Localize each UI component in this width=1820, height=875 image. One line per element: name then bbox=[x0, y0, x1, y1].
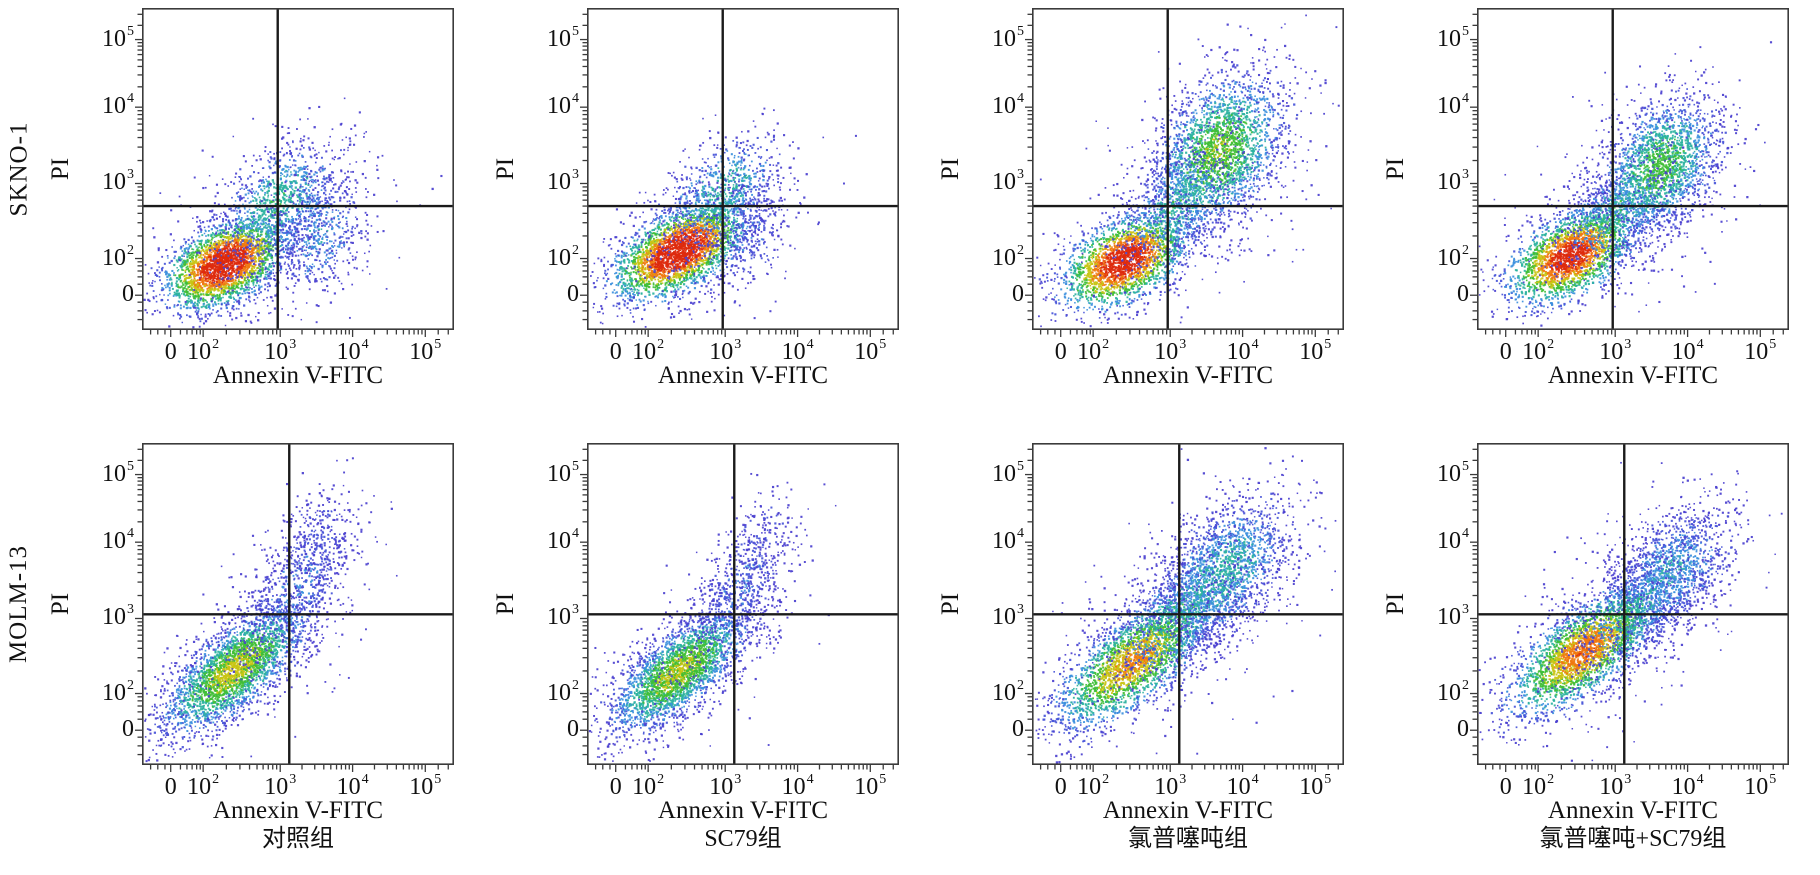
scatter-plot-canvas bbox=[1463, 443, 1789, 779]
axis-tick-label: 102 bbox=[1522, 772, 1555, 800]
axis-tick-label: 0 bbox=[164, 774, 177, 800]
x-tick-labels: 0 102 103 104 105 bbox=[1032, 766, 1344, 800]
axis-tick-label: 105 bbox=[1299, 337, 1332, 365]
panel-captions: Annexin V-FITC bbox=[1437, 362, 1820, 390]
axis-tick-label: 0 bbox=[1054, 774, 1067, 800]
axis-tick-label: 103 bbox=[1154, 337, 1187, 365]
axis-tick-label: 103 bbox=[1599, 772, 1632, 800]
axis-tick-label: 0 bbox=[164, 339, 177, 365]
axis-tick-label: 104 bbox=[1226, 772, 1259, 800]
axis-tick-label: 0 bbox=[1499, 339, 1512, 365]
panel-captions: Annexin V-FITC bbox=[992, 362, 1384, 390]
x-tick-labels: 0 102 103 104 105 bbox=[142, 331, 454, 365]
axis-tick-label: 104 bbox=[1226, 337, 1259, 365]
cell-line-label: MOLM-13 bbox=[0, 443, 38, 765]
cell-line-label: SKNO-1 bbox=[0, 8, 38, 330]
axis-tick-label: 102 bbox=[1522, 337, 1555, 365]
x-axis-label: Annexin V-FITC bbox=[1547, 797, 1719, 824]
axis-tick-label: 102 bbox=[187, 337, 220, 365]
cell-line-text: SKNO-1 bbox=[5, 121, 32, 217]
x-axis-label: Annexin V-FITC bbox=[657, 362, 829, 389]
scatter-plot-canvas bbox=[1018, 443, 1344, 779]
axis-tick-label: 104 bbox=[336, 772, 369, 800]
axis-tick-label: 104 bbox=[336, 337, 369, 365]
x-axis-label: Annexin V-FITC bbox=[212, 362, 384, 389]
scatter-plot-canvas bbox=[1463, 8, 1789, 344]
axis-tick-label: 102 bbox=[632, 337, 665, 365]
scatter-plot-canvas bbox=[573, 443, 899, 779]
axis-tick-label: 103 bbox=[1154, 772, 1187, 800]
axis-tick-label: 103 bbox=[709, 772, 742, 800]
scatter-plot-canvas bbox=[128, 8, 454, 344]
axis-tick-label: 105 bbox=[1744, 772, 1777, 800]
axis-tick-label: 0 bbox=[1054, 339, 1067, 365]
panel-captions: Annexin V-FITC SC79组 bbox=[547, 797, 939, 853]
group-label: 对照组 bbox=[262, 826, 334, 852]
group-label: SC79组 bbox=[704, 826, 782, 852]
axis-tick-label: 103 bbox=[264, 337, 297, 365]
axis-tick-label: 105 bbox=[409, 772, 442, 800]
axis-tick-label: 102 bbox=[1077, 337, 1110, 365]
axis-tick-label: 103 bbox=[1599, 337, 1632, 365]
x-axis-label: Annexin V-FITC bbox=[1102, 362, 1274, 389]
panel-captions: Annexin V-FITC 对照组 bbox=[102, 797, 494, 853]
axis-tick-label: 104 bbox=[1671, 337, 1704, 365]
panel-captions: Annexin V-FITC bbox=[547, 362, 939, 390]
axis-tick-label: 0 bbox=[609, 339, 622, 365]
axis-tick-label: 105 bbox=[854, 772, 887, 800]
panel-captions: Annexin V-FITC 氯普噻吨组 bbox=[992, 797, 1384, 853]
x-tick-labels: 0 102 103 104 105 bbox=[1032, 331, 1344, 365]
scatter-plot-canvas bbox=[1018, 8, 1344, 344]
axis-tick-label: 105 bbox=[547, 459, 579, 487]
x-tick-labels: 0 102 103 104 105 bbox=[1477, 331, 1789, 365]
axis-tick-label: 0 bbox=[1499, 774, 1512, 800]
axis-tick-label: 102 bbox=[632, 772, 665, 800]
x-tick-labels: 0 102 103 104 105 bbox=[587, 331, 899, 365]
axis-tick-label: 0 bbox=[609, 774, 622, 800]
scatter-plot-canvas bbox=[573, 8, 899, 344]
axis-tick-label: 104 bbox=[781, 772, 814, 800]
x-axis-label: Annexin V-FITC bbox=[1102, 797, 1274, 824]
x-tick-labels: 0 102 103 104 105 bbox=[587, 766, 899, 800]
axis-tick-label: 102 bbox=[1077, 772, 1110, 800]
axis-tick-label: 102 bbox=[187, 772, 220, 800]
axis-tick-label: 105 bbox=[1299, 772, 1332, 800]
x-axis-label: Annexin V-FITC bbox=[1547, 362, 1719, 389]
axis-tick-label: 103 bbox=[264, 772, 297, 800]
axis-tick-label: 103 bbox=[709, 337, 742, 365]
panel-captions: Annexin V-FITC 氯普噻吨+SC79组 bbox=[1437, 797, 1820, 853]
x-tick-labels: 0 102 103 104 105 bbox=[142, 766, 454, 800]
axis-tick-label: 105 bbox=[1744, 337, 1777, 365]
axis-tick-label: 104 bbox=[1671, 772, 1704, 800]
axis-tick-label: 105 bbox=[409, 337, 442, 365]
axis-tick-label: 104 bbox=[781, 337, 814, 365]
x-tick-labels: 0 102 103 104 105 bbox=[1477, 766, 1789, 800]
group-label: 氯普噻吨组 bbox=[1128, 826, 1248, 852]
scatter-plot-canvas bbox=[128, 443, 454, 779]
axis-tick-label: 104 bbox=[102, 526, 134, 555]
group-label: 氯普噻吨+SC79组 bbox=[1539, 826, 1727, 852]
panel-captions: Annexin V-FITC bbox=[102, 362, 494, 390]
cell-line-text: MOLM-13 bbox=[5, 544, 33, 664]
x-axis-label: Annexin V-FITC bbox=[657, 797, 829, 824]
x-axis-label: Annexin V-FITC bbox=[212, 797, 384, 824]
axis-tick-label: 105 bbox=[854, 337, 887, 365]
